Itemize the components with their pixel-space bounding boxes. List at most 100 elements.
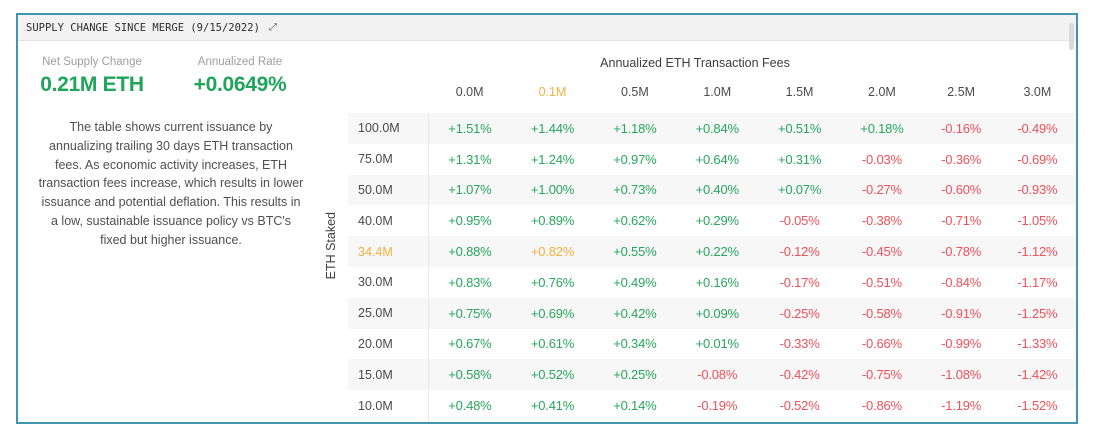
value-cell: -0.66% — [861, 336, 902, 352]
row-label-34.4M: 34.4M — [348, 236, 429, 267]
table-row: 15.0M +0.58% +0.52% +0.25% -0.08% -0.42% -0.75… — [348, 359, 1076, 391]
fees-table-body: 100.0M +1.51% +1.44% +1.18% +0.84% +0.51% +0.1… — [348, 113, 1076, 421]
table-row: 10.0M +0.48% +0.41% +0.14% -0.19% -0.52% -0.86… — [348, 390, 1076, 421]
y-axis: ETH Staked — [314, 71, 348, 421]
row-label-100.0M: 100.0M — [348, 113, 429, 144]
value-cell: -1.17% — [1017, 274, 1058, 290]
value-cell: -0.16% — [941, 120, 982, 136]
value-cell: -0.51% — [861, 274, 902, 290]
col-header-3.0M: 3.0M — [1023, 85, 1052, 99]
value-cell: +0.14% — [613, 398, 657, 414]
col-header-1.0M: 1.0M — [703, 85, 732, 99]
net-supply-change-label: Net Supply Change — [42, 56, 142, 68]
value-cell: -1.19% — [941, 398, 982, 414]
value-cell: -0.38% — [861, 213, 902, 229]
row-label-20.0M: 20.0M — [348, 328, 429, 360]
col-header-2.0M: 2.0M — [868, 85, 896, 99]
value-cell: -0.12% — [779, 244, 820, 260]
value-cell: -0.86% — [861, 398, 902, 414]
value-cell: -0.78% — [941, 244, 982, 260]
value-cell: -1.08% — [941, 367, 982, 383]
value-cell: +0.83% — [448, 274, 492, 290]
table-row: 50.0M +1.07% +1.00% +0.73% +0.40% +0.07% -0.27… — [348, 174, 1076, 206]
annualized-rate-stat: Annualized Rate +0.0649% — [166, 56, 314, 97]
value-cell: -1.33% — [1017, 336, 1058, 352]
row-label-10.0M: 10.0M — [348, 390, 429, 421]
value-cell: -0.42% — [779, 367, 820, 383]
value-cell: +1.24% — [530, 151, 575, 167]
net-supply-change-stat: Net Supply Change 0.21M ETH — [18, 56, 166, 97]
table-title: Annualized ETH Transaction Fees — [600, 56, 790, 70]
value-cell: +0.67% — [448, 336, 492, 352]
value-cell: -0.99% — [941, 336, 982, 352]
value-cell: +0.95% — [448, 213, 492, 229]
table-row: 40.0M +0.95% +0.89% +0.62% +0.29% -0.05% -0.38… — [348, 205, 1076, 237]
col-header-0.1M: 0.1M — [538, 85, 567, 99]
value-cell: -0.49% — [1017, 120, 1058, 136]
vertical-scrollbar-thumb[interactable] — [1069, 23, 1074, 50]
value-cell: -0.08% — [697, 367, 738, 383]
stats-row: Net Supply Change 0.21M ETH Annualized R… — [18, 56, 314, 97]
value-cell: -0.03% — [861, 151, 902, 167]
table-row: 30.0M +0.83% +0.76% +0.49% +0.16% -0.17% -0.51… — [348, 266, 1076, 298]
value-cell: -1.42% — [1017, 367, 1058, 383]
table-row: 100.0M +1.51% +1.44% +1.18% +0.84% +0.51% +0.1… — [348, 113, 1076, 144]
value-cell: -0.45% — [861, 244, 902, 260]
value-cell: -0.58% — [861, 305, 902, 321]
table-corner-spacer — [348, 71, 428, 113]
value-cell: +1.00% — [530, 182, 575, 198]
table-area: ETH Staked 0.0M 0.1M 0.5M 1.0M 1.5M 2.0M 2.5M 3… — [314, 71, 1076, 421]
value-cell: +0.58% — [448, 367, 492, 383]
value-cell: +0.40% — [695, 182, 739, 198]
fees-table-head: 0.0M 0.1M 0.5M 1.0M 1.5M 2.0M 2.5M 3.0M — [348, 71, 1076, 113]
value-cell: -0.25% — [779, 305, 820, 321]
fees-table: 0.0M 0.1M 0.5M 1.0M 1.5M 2.0M 2.5M 3.0M 100.0M +… — [348, 71, 1076, 421]
value-cell: -0.84% — [941, 274, 982, 290]
row-label-40.0M: 40.0M — [348, 205, 429, 237]
annualized-rate-value: +0.0649% — [193, 73, 287, 96]
value-cell: +0.34% — [613, 336, 657, 352]
value-cell: -0.75% — [861, 367, 902, 383]
value-cell: +0.01% — [695, 336, 739, 352]
value-cell: +0.76% — [530, 274, 575, 290]
value-cell: +0.89% — [530, 213, 575, 229]
net-supply-change-value: 0.21M ETH — [40, 73, 144, 96]
table-row: 75.0M +1.31% +1.24% +0.97% +0.64% +0.31% -0.03… — [348, 143, 1076, 175]
value-cell: -1.25% — [1017, 305, 1058, 321]
column-header-row: 0.0M 0.1M 0.5M 1.0M 1.5M 2.0M 2.5M 3.0M — [348, 71, 1076, 113]
table-panel: Annualized ETH Transaction Fees ETH Stak… — [314, 41, 1076, 421]
value-cell: -0.36% — [941, 151, 982, 167]
summary-panel: Net Supply Change 0.21M ETH Annualized R… — [18, 41, 314, 421]
row-label-50.0M: 50.0M — [348, 174, 429, 206]
value-cell: -0.52% — [779, 398, 820, 414]
value-cell: +0.48% — [448, 398, 492, 414]
value-cell: -0.27% — [861, 182, 902, 198]
value-cell: +0.25% — [613, 367, 657, 383]
value-cell: -1.05% — [1017, 213, 1058, 229]
y-axis-label: ETH Staked — [324, 212, 338, 280]
value-cell: +0.49% — [613, 274, 657, 290]
value-cell: +0.18% — [860, 120, 904, 136]
row-label-30.0M: 30.0M — [348, 266, 429, 298]
value-cell: -0.93% — [1017, 182, 1058, 198]
value-cell: +0.73% — [613, 182, 657, 198]
value-cell: +0.61% — [530, 336, 575, 352]
table-row: 34.4M +0.88% +0.82% +0.55% +0.22% -0.12% -0.45… — [348, 236, 1076, 267]
description-text: The table shows current issuance by annu… — [38, 120, 304, 247]
row-label-75.0M: 75.0M — [348, 143, 429, 175]
annualized-rate-label: Annualized Rate — [197, 56, 283, 68]
collapse-icon[interactable]: ⤢ — [268, 21, 277, 33]
value-cell: -0.60% — [941, 182, 982, 198]
value-cell: +0.29% — [695, 213, 739, 229]
value-cell: +0.22% — [695, 244, 739, 260]
value-cell: +0.69% — [530, 305, 575, 321]
col-header-2.5M: 2.5M — [947, 85, 976, 99]
col-header-1.5M: 1.5M — [785, 85, 814, 99]
supply-change-widget: SUPPLY CHANGE SINCE MERGE (9/15/2022) ⤢ … — [16, 13, 1078, 424]
value-cell: -1.12% — [1017, 244, 1058, 260]
value-cell: +1.18% — [613, 120, 657, 136]
value-cell: +1.07% — [448, 182, 492, 198]
value-cell: -1.52% — [1017, 398, 1058, 414]
widget-title: SUPPLY CHANGE SINCE MERGE (9/15/2022) — [26, 21, 260, 34]
value-cell: +0.41% — [530, 398, 575, 414]
